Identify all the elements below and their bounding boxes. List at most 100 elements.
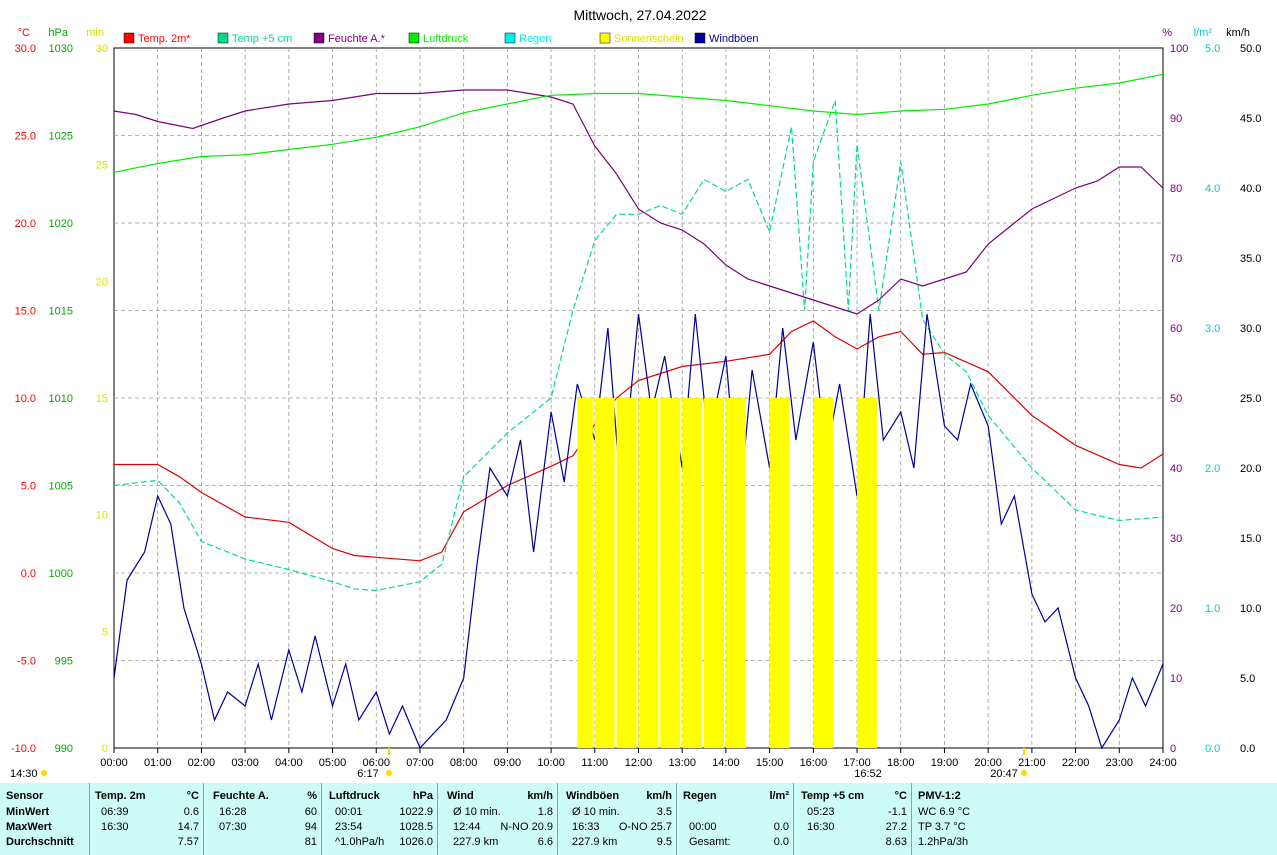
x-tick-label: 04:00 (275, 757, 303, 769)
legend-swatch-temp5cm (217, 32, 229, 44)
sunshine-bar (725, 398, 746, 748)
stats-temp2m-time: 16:30 (101, 821, 129, 833)
stats-header-windboen: Windböen (566, 790, 620, 802)
stats-pmv-wc: WC 6.9 °C (918, 806, 971, 818)
stats-unit-luftdruck: hPa (412, 790, 433, 802)
temp-axis-tick: 25.0 (15, 131, 36, 143)
min-axis-tick: 5 (102, 626, 108, 638)
pct-axis-tick: 40 (1170, 463, 1182, 475)
kmh-axis-tick: 10.0 (1240, 603, 1261, 615)
stats-temp5cm-value: 8.63 (885, 836, 907, 848)
x-tick-label: 05:00 (319, 757, 347, 769)
chart-axes: 30.025.020.015.010.05.00.0-5.0-10.010301… (10, 27, 1261, 780)
x-tick-label: 24:00 (1149, 757, 1177, 769)
stats-luftdruck-value: 1022.9 (399, 806, 433, 818)
hpa-unit: hPa (48, 27, 68, 39)
x-tick-label: 01:00 (144, 757, 172, 769)
pct-axis-tick: 80 (1170, 183, 1182, 195)
series-feuchte-a- (113, 89, 1164, 315)
temp-axis-tick: -10.0 (11, 743, 36, 755)
chart-title: Mittwoch, 27.04.2022 (573, 7, 706, 23)
rain-axis-tick: 3.0 (1205, 323, 1220, 335)
legend-swatch-feuchte (313, 32, 325, 44)
sunshine-bar (660, 398, 681, 748)
stats-wind-time: Ø 10 min. (453, 806, 501, 818)
chart-legend: Temp. 2m* Temp +5 cm Feuchte A.* Luftdruck R… (123, 32, 759, 45)
x-tick-label: 15:00 (756, 757, 784, 769)
hpa-axis-tick: 1015 (49, 306, 73, 318)
sun-dot-left (41, 770, 47, 776)
stats-regen-time: Gesamt: (689, 836, 731, 848)
x-tick-label: 10:00 (537, 757, 565, 769)
stats-luftdruck-value: 1026.0 (399, 836, 433, 848)
stats-wind-value: 1.8 (537, 806, 553, 818)
weather-chart: 30.025.020.015.010.05.00.0-5.0-10.010301… (10, 7, 1261, 780)
sunshine-bar (682, 398, 703, 748)
stats-pmv-tp: TP 3.7 °C (918, 821, 966, 833)
stats-windboen-time: 16:33 (572, 821, 600, 833)
stats-header-temp5cm: Temp +5 cm (801, 790, 865, 802)
series-windb-en (113, 313, 1164, 750)
pct-axis-tick: 100 (1170, 43, 1188, 55)
x-tick-label: 02:00 (188, 757, 216, 769)
sunshine-bar (638, 398, 659, 748)
stats-temp2m-value: 0.6 (183, 806, 199, 818)
stats-windboen-value: 3.5 (656, 806, 672, 818)
stats-windboen-time: Ø 10 min. (572, 806, 620, 818)
pct-axis-tick: 30 (1170, 533, 1182, 545)
rain-axis-tick: 0.0 (1205, 743, 1220, 755)
stats-luftdruck-time: 00:01 (335, 806, 363, 818)
stats-col-temp2m: Temp. 2m °C 06:39 0.6 16:30 14.7 7.57 (91, 783, 205, 855)
hpa-axis-tick: 1025 (49, 131, 73, 143)
pct-axis-tick: 70 (1170, 253, 1182, 265)
legend-label-sonne: Sonnenschein (614, 33, 684, 45)
pct-axis-tick: 60 (1170, 323, 1182, 335)
stats-feuchte-time: 07:30 (219, 821, 247, 833)
stats-unit-feuchte: % (307, 790, 317, 802)
stats-header-luftdruck: Luftdruck (329, 790, 380, 802)
x-tick-label: 22:00 (1062, 757, 1090, 769)
sunshine-bar (704, 398, 724, 748)
kmh-axis-tick: 0.0 (1240, 743, 1255, 755)
rain-axis-tick: 5.0 (1205, 43, 1220, 55)
stats-col-wind: Wind km/h Ø 10 min. 1.8 12:44 N-NO 20.9 227.9 … (443, 783, 559, 855)
legend-label-regen: Regen (519, 33, 551, 45)
min-axis-tick: 25 (96, 160, 108, 172)
x-tick-label: 19:00 (931, 757, 959, 769)
legend-swatch-sonne (599, 32, 611, 44)
marker-noon: 16:52 (854, 768, 882, 780)
kmh-axis-tick: 15.0 (1240, 533, 1261, 545)
legend-swatch-temp2m (123, 32, 135, 44)
rain-axis-tick: 4.0 (1205, 183, 1220, 195)
stats-luftdruck-time: ^1.0hPa/h (335, 836, 385, 848)
x-tick-label: 07:00 (406, 757, 434, 769)
hpa-axis-tick: 1005 (49, 481, 73, 493)
stats-label-min: MinWert (6, 806, 50, 818)
marker-sunset: 20:47 (990, 768, 1018, 780)
legend-label-feuchte: Feuchte A.* (328, 33, 386, 45)
stats-wind-value: 6.6 (537, 836, 553, 848)
temp-axis-tick: 5.0 (21, 481, 36, 493)
stats-header-wind: Wind (447, 790, 474, 802)
temp-axis-tick: 0.0 (21, 568, 36, 580)
min-unit: min (86, 27, 104, 39)
hpa-axis-tick: 1030 (49, 43, 73, 55)
x-tick-label: 14:00 (712, 757, 740, 769)
stats-wind-time: 12:44 (453, 821, 481, 833)
x-tick-label: 17:00 (843, 757, 871, 769)
kmh-axis-tick: 30.0 (1240, 323, 1261, 335)
stats-temp2m-value: 14.7 (177, 821, 199, 833)
marker-sunrise: 6:17 (357, 768, 378, 780)
stats-label-max: MaxWert (6, 821, 52, 833)
stats-header-sensor: Sensor (6, 790, 44, 802)
legend-label-temp2m: Temp. 2m* (138, 33, 191, 45)
hpa-axis-tick: 1000 (49, 568, 73, 580)
temp-axis-tick: 30.0 (15, 43, 36, 55)
min-axis-tick: 30 (96, 43, 108, 55)
stats-pmv-col: PMV-1:2 WC 6.9 °C TP 3.7 °C 1.2hPa/3h (918, 783, 1018, 855)
pct-axis-tick: 50 (1170, 393, 1182, 405)
min-axis-tick: 0 (102, 743, 108, 755)
stats-label-avg: Durchschnitt (6, 836, 74, 848)
stats-pmv-trend: 1.2hPa/3h (918, 836, 969, 848)
stats-wind-value: N-NO 20.9 (500, 821, 553, 833)
